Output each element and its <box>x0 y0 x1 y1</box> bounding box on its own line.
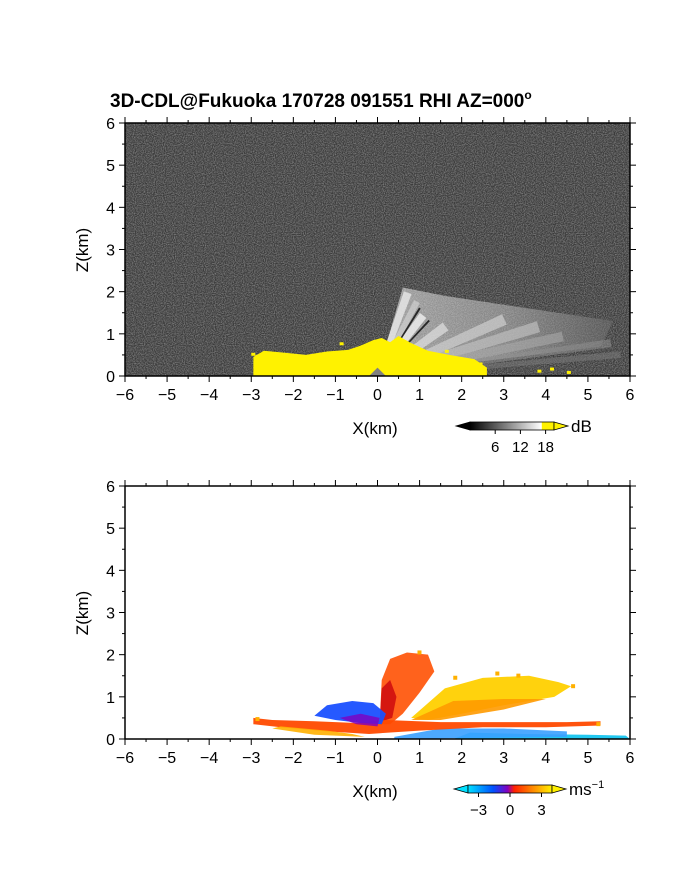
intensity-colorbar: 6 12 18 dB <box>454 417 592 456</box>
velocity-y-tick-label: 4 <box>106 563 115 580</box>
velocity-darkred-core <box>379 679 397 723</box>
intensity-x-tick-label: −2 <box>284 387 302 404</box>
intensity-y-label: Z(km) <box>73 228 92 272</box>
velocity-x-tick-label: 4 <box>541 750 550 767</box>
velocity-speck <box>255 717 260 722</box>
intensity-colorbar-low-arrow <box>454 421 471 431</box>
velocity-colorbar: −3 0 3 ms−1 <box>452 779 604 819</box>
velocity-red-layer <box>253 717 601 734</box>
velocity-x-tick-label: 2 <box>457 750 466 767</box>
intensity-y-tick-label: 3 <box>106 243 115 260</box>
velocity-orange-plume <box>411 698 546 721</box>
intensity-x-tick-label: −4 <box>200 387 218 404</box>
intensity-x-tick-label: −6 <box>116 387 134 404</box>
intensity-x-tick-label: 6 <box>626 387 635 404</box>
velocity-x-tick-label: −3 <box>242 750 260 767</box>
intensity-y-tick-label: 2 <box>106 285 115 302</box>
intensity-speck <box>251 352 256 356</box>
velocity-x-tick-label: −4 <box>200 750 218 767</box>
intensity-y-tick-label: 1 <box>106 327 115 344</box>
velocity-speck <box>596 722 601 727</box>
velocity-speck <box>453 675 458 680</box>
intensity-colorbar-tick-label: 6 <box>491 439 499 456</box>
intensity-x-tick-label: 5 <box>583 387 592 404</box>
velocity-x-tick-label: −6 <box>116 750 134 767</box>
velocity-colorbar-label: ms−1 <box>569 779 604 799</box>
velocity-y-label: Z(km) <box>73 591 92 635</box>
velocity-colorbar-bar <box>467 784 553 794</box>
intensity-y-tick-label: 0 <box>106 369 115 386</box>
intensity-y-tick-label: 6 <box>106 116 115 133</box>
intensity-field <box>251 287 621 376</box>
velocity-y-tick-label: 5 <box>106 521 115 538</box>
intensity-colorbar-label: dB <box>571 417 592 436</box>
intensity-x-tick-label: 3 <box>499 387 508 404</box>
velocity-speck <box>516 673 521 678</box>
intensity-x-tick-label: −1 <box>326 387 344 404</box>
intensity-colorbar-tick-label: 12 <box>512 439 529 456</box>
velocity-x-tick-label: 5 <box>583 750 592 767</box>
velocity-x-tick-label: −1 <box>326 750 344 767</box>
intensity-y-tick-label: 5 <box>106 158 115 175</box>
velocity-x-tick-label: 0 <box>373 750 382 767</box>
intensity-colorbar-bar <box>469 421 555 431</box>
velocity-x-label: X(km) <box>352 782 397 801</box>
intensity-x-tick-label: 0 <box>373 387 382 404</box>
velocity-speck <box>495 671 500 676</box>
intensity-speck <box>478 362 483 366</box>
intensity-x-tick-label: −3 <box>242 387 260 404</box>
velocity-colorbar-tick-label: 0 <box>506 802 514 819</box>
intensity-x-tick-label: 4 <box>541 387 550 404</box>
velocity-y-tick-label: 0 <box>106 732 115 749</box>
intensity-x-tick-label: 2 <box>457 387 466 404</box>
velocity-axes: −6 −5 −4 −3 −2 −1 0 1 2 3 4 5 6 0 1 2 3 4 5 6 <box>106 479 636 767</box>
velocity-colorbar-tick-label: 3 <box>537 802 545 819</box>
intensity-axes: −6 −5 −4 −3 −2 −1 0 1 2 3 4 5 6 0 1 2 3 4 5 6 <box>106 116 636 404</box>
velocity-speck <box>571 684 576 689</box>
velocity-colorbar-low-arrow <box>452 784 469 794</box>
intensity-x-label: X(km) <box>352 419 397 438</box>
intensity-colorbar-tick-label: 18 <box>537 439 554 456</box>
intensity-origin-patch <box>369 367 386 376</box>
velocity-field <box>253 650 630 739</box>
intensity-speck <box>255 354 260 358</box>
intensity-x-tick-label: 1 <box>415 387 424 404</box>
velocity-y-tick-label: 3 <box>106 606 115 623</box>
velocity-x-tick-label: 6 <box>626 750 635 767</box>
intensity-speck <box>550 367 555 371</box>
velocity-lightblue-layer <box>394 728 567 739</box>
intensity-y-tick-label: 4 <box>106 200 115 217</box>
velocity-x-tick-label: 3 <box>499 750 508 767</box>
velocity-y-tick-label: 6 <box>106 479 115 496</box>
velocity-colorbar-tick-label: −3 <box>470 802 487 819</box>
velocity-orange-layer-west <box>272 726 365 737</box>
velocity-y-tick-label: 1 <box>106 690 115 707</box>
intensity-yellow-band <box>253 335 487 376</box>
figure-title: 3D-CDL@Fukuoka 170728 091551 RHI AZ=000o <box>110 88 532 112</box>
velocity-speck <box>417 650 422 655</box>
velocity-y-tick-label: 2 <box>106 648 115 665</box>
velocity-x-tick-label: −5 <box>158 750 176 767</box>
intensity-speck <box>566 370 571 374</box>
velocity-x-tick-label: −2 <box>284 750 302 767</box>
velocity-colorbar-high-arrow <box>551 784 568 794</box>
velocity-x-tick-label: 1 <box>415 750 424 767</box>
velocity-purple-patch <box>339 713 380 727</box>
intensity-speck <box>537 369 542 373</box>
intensity-colorbar-high-arrow <box>553 421 570 431</box>
intensity-x-tick-label: −5 <box>158 387 176 404</box>
intensity-speck <box>444 349 449 353</box>
intensity-speck <box>339 342 344 346</box>
velocity-panel: −6 −5 −4 −3 −2 −1 0 1 2 3 4 5 6 0 1 2 3 4 5 6 X(km) Z(km) −… <box>73 479 636 819</box>
velocity-background <box>125 486 630 739</box>
